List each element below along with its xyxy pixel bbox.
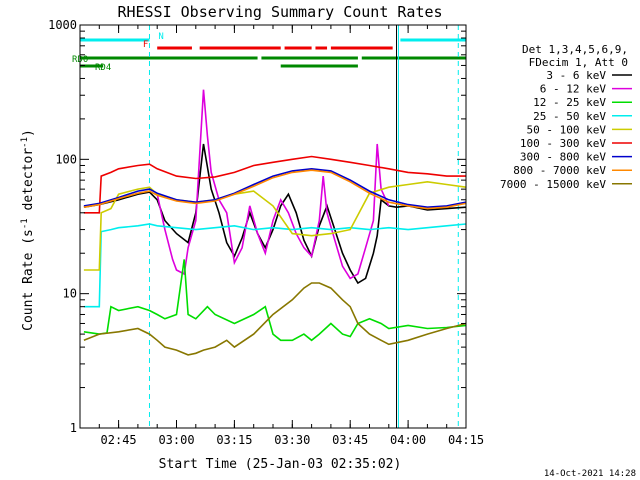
legend-label-1: 3 - 6 keV xyxy=(546,69,606,82)
x-tick-label: 03:15 xyxy=(216,433,252,447)
series-lines xyxy=(83,89,467,356)
status-bar-label-n: N xyxy=(158,32,163,42)
series-line-7 xyxy=(83,167,467,209)
x-tick-label: 03:45 xyxy=(332,433,368,447)
legend-header-decimation: FDecim 1, Att 0 xyxy=(529,56,628,69)
y-axis-label-exponent-2: -1 xyxy=(20,137,30,148)
y-tick-label: 1 xyxy=(70,421,77,435)
y-tick-label: 1000 xyxy=(48,18,77,32)
legend-label-9: 7000 - 15000 keV xyxy=(500,178,606,191)
legend-label-5: 50 - 100 keV xyxy=(527,123,607,136)
series-line-4 xyxy=(83,223,467,308)
legend-label-2: 6 - 12 keV xyxy=(540,83,607,96)
x-axis-label: Start Time (25-Jan-03 02:35:02) xyxy=(159,457,402,472)
legend-label-4: 25 - 50 keV xyxy=(533,110,606,123)
legend-label-6: 100 - 300 keV xyxy=(520,137,606,150)
status-bar-label-rd4: RD4 xyxy=(95,63,111,73)
x-tick-label: 04:15 xyxy=(448,433,484,447)
footer-timestamp: 14-Oct-2021 14:28 xyxy=(544,469,636,479)
series-line-8 xyxy=(83,169,467,210)
legend-label-8: 800 - 7000 keV xyxy=(513,164,606,177)
series-line-6 xyxy=(83,155,466,214)
series-line-9 xyxy=(83,282,467,356)
y-tick-label: 10 xyxy=(63,287,77,301)
x-tick-label: 03:00 xyxy=(158,433,194,447)
vertical-markers xyxy=(148,25,459,428)
series-line-1 xyxy=(83,143,467,285)
series-line-5 xyxy=(83,180,467,271)
status-bar-label-f: F xyxy=(143,40,148,50)
y-axis-label-unit: detector xyxy=(21,148,36,219)
axes: 02:45 03:00 03:15 03:30 03:45 04:00 04:15 1 10 10… xyxy=(48,18,484,447)
y-tick-label: 100 xyxy=(55,152,77,166)
y-axis-label-exponent: -1 xyxy=(20,218,30,229)
y-axis-label-main: Count Rate (s xyxy=(21,229,36,331)
chart-title: RHESSI Observing Summary Count Rates xyxy=(117,3,442,21)
legend-label-7: 300 - 800 keV xyxy=(520,151,606,164)
legend-header-detectors: Det 1,3,4,5,6,9, xyxy=(522,43,628,56)
y-axis-label: Count Rate (s-1 detector-1) xyxy=(20,129,36,331)
x-tick-label: 03:30 xyxy=(274,433,310,447)
series-line-3 xyxy=(83,259,467,342)
y-axis-label-close: ) xyxy=(21,129,36,137)
legend: Det 1,3,4,5,6,9, FDecim 1, Att 0 3 - 6 k… xyxy=(500,43,632,191)
legend-label-3: 12 - 25 keV xyxy=(533,96,606,109)
x-tick-label: 04:00 xyxy=(390,433,426,447)
x-tick-label: 02:45 xyxy=(101,433,137,447)
